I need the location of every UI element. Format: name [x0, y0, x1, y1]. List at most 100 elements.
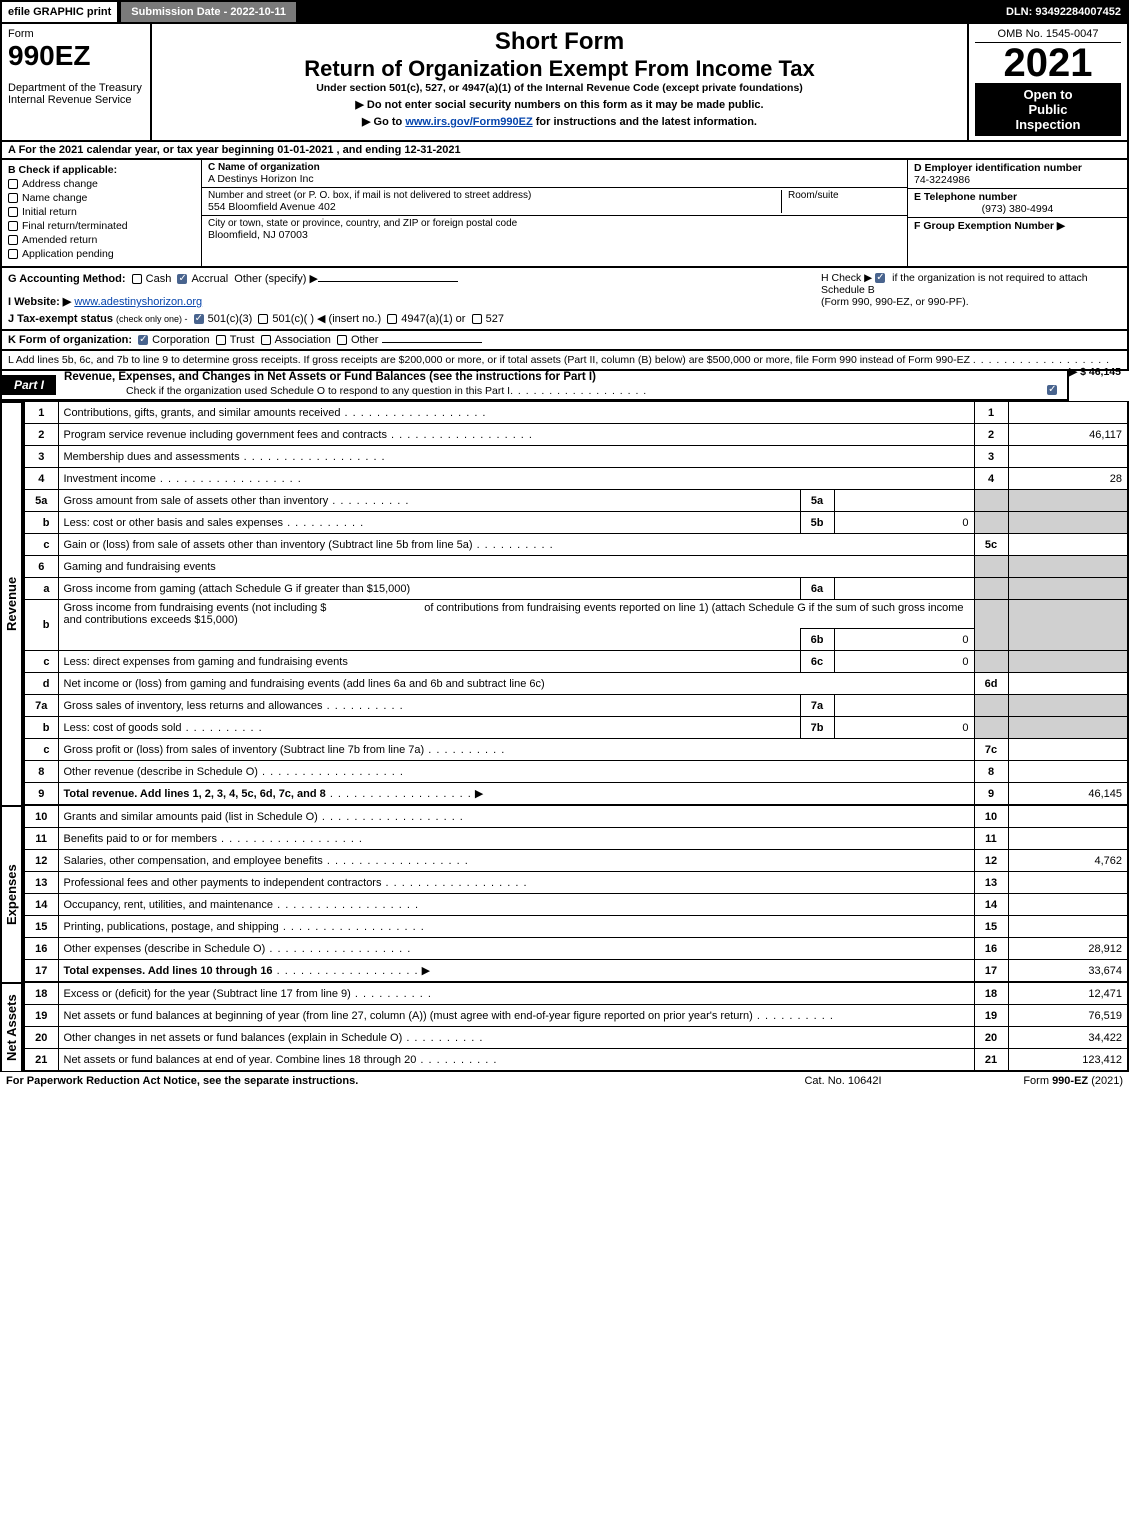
j-label: J Tax-exempt status: [8, 313, 113, 325]
title-main: Return of Organization Exempt From Incom…: [158, 56, 961, 82]
address-value: 554 Bloomfield Avenue 402: [208, 201, 781, 213]
ein-value: 74-3224986: [914, 174, 1121, 186]
form-header: Form 990EZ Department of the Treasury In…: [0, 24, 1129, 142]
chk-schedule-b[interactable]: [875, 273, 885, 283]
expenses-section: Expenses 10 Grants and similar amounts pa…: [0, 805, 1129, 982]
ln-6a-num: a: [24, 578, 58, 600]
chk-association[interactable]: [261, 335, 271, 345]
ln-8-box: 8: [974, 761, 1008, 783]
ln-7c-box: 7c: [974, 739, 1008, 761]
ln-5a-mini: 5a: [800, 490, 834, 512]
k-assoc: Association: [275, 334, 331, 346]
expenses-label: Expenses: [0, 805, 23, 982]
open-to-public: Open to Public Inspection: [975, 83, 1121, 136]
section-b-title: B Check if applicable:: [8, 164, 195, 176]
part1-header: Part I Revenue, Expenses, and Changes in…: [0, 371, 1069, 401]
city-value: Bloomfield, NJ 07003: [208, 229, 901, 241]
chk-corporation[interactable]: [138, 335, 148, 345]
phone-label: E Telephone number: [914, 191, 1121, 203]
line-7b: bLess: cost of goods sold7b0: [24, 717, 1128, 739]
ln-5b-val: [1008, 512, 1128, 534]
ln-17-desc: Total expenses. Add lines 10 through 16: [64, 965, 273, 977]
ln-7a-desc: Gross sales of inventory, less returns a…: [64, 700, 323, 712]
top-bar: efile GRAPHIC print Submission Date - 20…: [0, 0, 1129, 24]
ein-label: D Employer identification number: [914, 162, 1121, 174]
chk-cash[interactable]: [132, 274, 142, 284]
ln-7b-num: b: [24, 717, 58, 739]
ln-4-box: 4: [974, 468, 1008, 490]
ln-5b-num: b: [24, 512, 58, 534]
ln-6-desc: Gaming and fundraising events: [64, 561, 216, 573]
line-12: 12Salaries, other compensation, and empl…: [24, 850, 1128, 872]
ln-20-box: 20: [974, 1027, 1008, 1049]
g-cash: Cash: [146, 273, 172, 285]
part1-sub: Check if the organization used Schedule …: [56, 383, 1067, 399]
chk-501c[interactable]: [258, 314, 268, 324]
ln-5a-mval: [834, 490, 974, 512]
ln-6b-val: [1008, 600, 1128, 651]
phone-value: (973) 380-4994: [914, 203, 1121, 215]
open-line2: Public: [977, 102, 1119, 117]
g-other: Other (specify) ▶: [234, 273, 318, 285]
part1-title: Revenue, Expenses, and Changes in Net As…: [56, 371, 1067, 383]
chk-name-change[interactable]: Name change: [8, 192, 195, 204]
chk-address-change[interactable]: Address change: [8, 178, 195, 190]
chk-trust[interactable]: [216, 335, 226, 345]
line-6d: dNet income or (loss) from gaming and fu…: [24, 673, 1128, 695]
ln-4-desc: Investment income: [64, 473, 156, 485]
efile-print-button[interactable]: efile GRAPHIC print: [0, 0, 119, 24]
ln-21-box: 21: [974, 1049, 1008, 1071]
title-sub: Under section 501(c), 527, or 4947(a)(1)…: [158, 82, 961, 94]
ln-5a-box: [974, 490, 1008, 512]
footer-form-suf: (2021): [1088, 1075, 1123, 1087]
ln-14-num: 14: [24, 894, 58, 916]
ln-7b-val: [1008, 717, 1128, 739]
page-footer: For Paperwork Reduction Act Notice, see …: [0, 1071, 1129, 1090]
chk-other-org[interactable]: [337, 335, 347, 345]
irs-link[interactable]: www.irs.gov/Form990EZ: [405, 116, 532, 128]
net-assets-section: Net Assets 18Excess or (deficit) for the…: [0, 982, 1129, 1071]
ln-6c-val: [1008, 651, 1128, 673]
chk-initial-return-label: Initial return: [22, 206, 77, 218]
j-527: 527: [486, 313, 504, 325]
ln-4-val: 28: [1008, 468, 1128, 490]
chk-final-return[interactable]: Final return/terminated: [8, 220, 195, 232]
chk-initial-return[interactable]: Initial return: [8, 206, 195, 218]
ln-7b-desc: Less: cost of goods sold: [64, 722, 182, 734]
ln-5a-num: 5a: [24, 490, 58, 512]
ln-7c-desc: Gross profit or (loss) from sales of inv…: [64, 744, 425, 756]
ln-11-desc: Benefits paid to or for members: [64, 833, 217, 845]
j-501c: 501(c)( ) ◀ (insert no.): [272, 313, 381, 325]
line-6c: cLess: direct expenses from gaming and f…: [24, 651, 1128, 673]
ln-14-desc: Occupancy, rent, utilities, and maintena…: [64, 899, 274, 911]
ln-18-box: 18: [974, 983, 1008, 1005]
ln-11-val: [1008, 828, 1128, 850]
footer-form-pre: Form: [1023, 1075, 1052, 1087]
chk-accrual[interactable]: [177, 274, 187, 284]
ln-3-val: [1008, 446, 1128, 468]
chk-application-pending[interactable]: Application pending: [8, 248, 195, 260]
chk-501c3[interactable]: [194, 314, 204, 324]
ln-16-desc: Other expenses (describe in Schedule O): [64, 943, 266, 955]
line-11: 11Benefits paid to or for members11: [24, 828, 1128, 850]
chk-527[interactable]: [472, 314, 482, 324]
ln-14-val: [1008, 894, 1128, 916]
line-14: 14 Occupancy, rent, utilities, and mainte…: [24, 894, 1128, 916]
chk-4947[interactable]: [387, 314, 397, 324]
chk-schedule-o[interactable]: [1047, 385, 1057, 395]
ln-16-box: 16: [974, 938, 1008, 960]
ln-10-num: 10: [24, 806, 58, 828]
ln-17-num: 17: [24, 960, 58, 982]
ln-10-desc: Grants and similar amounts paid (list in…: [64, 811, 318, 823]
ln-16-val: 28,912: [1008, 938, 1128, 960]
ln-21-num: 21: [24, 1049, 58, 1071]
net-assets-table: 18Excess or (deficit) for the year (Subt…: [23, 982, 1129, 1071]
footer-cat-no: Cat. No. 10642I: [743, 1075, 943, 1087]
open-line3: Inspection: [977, 117, 1119, 132]
ln-13-box: 13: [974, 872, 1008, 894]
g-label: G Accounting Method:: [8, 273, 126, 285]
chk-amended-return[interactable]: Amended return: [8, 234, 195, 246]
ln-2-val: 46,117: [1008, 424, 1128, 446]
ln-4-num: 4: [24, 468, 58, 490]
website-link[interactable]: www.adestinyshorizon.org: [74, 296, 202, 308]
